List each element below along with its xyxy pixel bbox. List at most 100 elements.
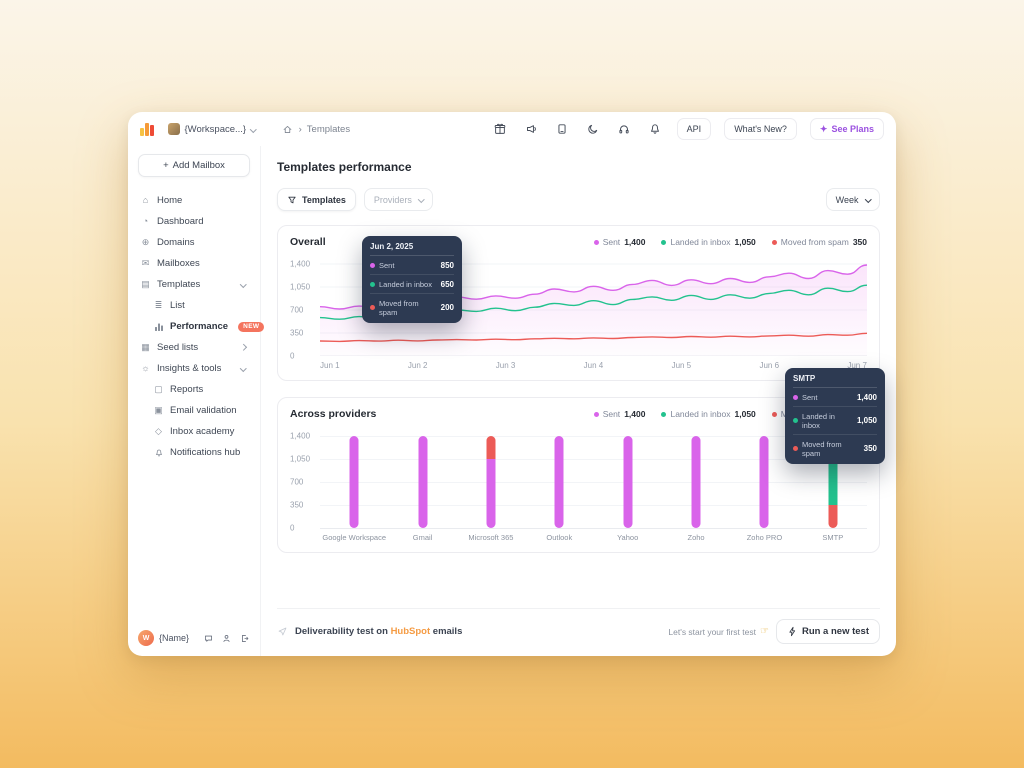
sidebar-item-dashboard[interactable]: ◔ Dashboard bbox=[138, 212, 250, 231]
legend-value: 1,050 bbox=[734, 237, 756, 247]
run-new-test-label: Run a new test bbox=[801, 626, 869, 637]
bar-category-label: Zoho bbox=[687, 533, 705, 542]
overall-card-title: Overall bbox=[290, 236, 326, 248]
breadcrumb: › Templates bbox=[282, 123, 350, 135]
tooltip-label: Sent bbox=[802, 392, 818, 402]
period-dropdown-label: Week bbox=[835, 194, 859, 205]
legend-dot-spam bbox=[771, 239, 777, 245]
legend-label: Moved from spam bbox=[780, 237, 849, 247]
sidebar-item-insights-tools[interactable]: ☼ Insights & tools bbox=[138, 359, 250, 378]
legend-label: Landed in inbox bbox=[670, 409, 731, 419]
overall-legend: Sent 1,400 Landed in inbox 1,050 Moved fro… bbox=[593, 237, 867, 247]
deliverability-text: Deliverability test on HubSpot emails bbox=[295, 626, 462, 637]
bar-google-workspace[interactable] bbox=[320, 428, 388, 528]
tooltip-label: Moved from spam bbox=[802, 439, 842, 458]
providers-dropdown-label: Providers bbox=[373, 194, 412, 205]
bar-yahoo[interactable] bbox=[594, 428, 662, 528]
headphones-icon[interactable] bbox=[615, 120, 633, 138]
tooltip-dot bbox=[370, 281, 375, 287]
home-icon[interactable] bbox=[282, 123, 294, 135]
bar-category-label: Outlook bbox=[546, 533, 573, 542]
sidebar-item-label: Email validation bbox=[170, 405, 237, 416]
sidebar-item-list[interactable]: ≣ List bbox=[138, 296, 250, 315]
reports-icon: ▢ bbox=[154, 384, 163, 394]
deliverability-prefix: Deliverability test on bbox=[295, 626, 388, 637]
sidebar-item-reports[interactable]: ▢ Reports bbox=[138, 380, 250, 399]
legend-dot-sent bbox=[593, 239, 599, 245]
workspace-avatar bbox=[167, 123, 180, 135]
sidebar-item-mailboxes[interactable]: ✉ Mailboxes bbox=[138, 254, 250, 273]
overall-y-axis: 1,400 1,050 700 350 0 bbox=[290, 259, 311, 361]
sidebar-item-templates[interactable]: ▤ Templates bbox=[138, 275, 250, 294]
providers-dropdown[interactable]: Providers bbox=[363, 188, 434, 211]
providers-card-title: Across providers bbox=[290, 408, 377, 420]
providers-chart-tooltip: SMTP Sent 1,400 Landed in inbox 1,050 Move… bbox=[785, 368, 885, 464]
providers-x-axis: Google Workspace Gmail Microsoft 365 Outloo… bbox=[320, 533, 867, 542]
whats-new-label: What's New? bbox=[734, 124, 787, 134]
lightning-icon bbox=[787, 626, 797, 637]
overall-x-axis: Jun 1 Jun 2 Jun 3 Jun 4 Jun 5 Jun 6 Jun 7 bbox=[320, 361, 867, 370]
period-dropdown[interactable]: Week bbox=[825, 188, 880, 211]
bar-zoho-pro[interactable] bbox=[730, 428, 798, 528]
chevron-down-icon bbox=[417, 195, 425, 203]
logout-icon[interactable] bbox=[239, 633, 250, 644]
templates-filter-chip[interactable]: Templates bbox=[277, 188, 356, 211]
legend-value: 1,400 bbox=[624, 409, 646, 419]
chat-icon[interactable] bbox=[203, 633, 214, 644]
avatar[interactable]: W bbox=[138, 630, 154, 646]
bar-microsoft-365[interactable] bbox=[457, 428, 525, 528]
sidebar-item-label: Insights & tools bbox=[157, 363, 222, 374]
tooltip-dot bbox=[793, 446, 798, 451]
bar-gmail[interactable] bbox=[388, 428, 456, 528]
dark-mode-icon[interactable] bbox=[584, 120, 602, 138]
hint-text: Let's start your first test bbox=[668, 626, 756, 637]
bar-category-label: Google Workspace bbox=[322, 533, 387, 542]
chevron-right-icon bbox=[239, 344, 246, 351]
sidebar-item-email-validation[interactable]: ▣ Email validation bbox=[138, 401, 250, 420]
sidebar-item-domains[interactable]: ⊕ Domains bbox=[138, 233, 250, 252]
account-icon[interactable] bbox=[221, 633, 232, 644]
sidebar-item-label: Seed lists bbox=[157, 342, 199, 353]
providers-bar-chart[interactable] bbox=[320, 428, 867, 529]
sidebar-item-performance[interactable]: Performance NEW bbox=[138, 317, 265, 336]
see-plans-button[interactable]: ✦ See Plans bbox=[809, 118, 884, 140]
email-validation-icon: ▣ bbox=[154, 405, 163, 415]
tooltip-label: Moved from spam bbox=[379, 298, 419, 317]
sparkle-icon: ✦ bbox=[819, 123, 828, 134]
sidebar-item-label: List bbox=[170, 300, 185, 311]
providers-y-axis: 1,400 1,050 700 350 0 bbox=[290, 431, 311, 533]
tooltip-value: 1,400 bbox=[856, 392, 877, 402]
gift-icon[interactable] bbox=[491, 120, 509, 138]
sidebar-item-label: Dashboard bbox=[157, 216, 204, 227]
sidebar-footer: W {Name} bbox=[138, 622, 250, 646]
bar-category-label: Zoho PRO bbox=[746, 533, 783, 542]
sidebar: + Add Mailbox ⌂ Home ◔ Dashboard ⊕ Domai… bbox=[128, 146, 265, 656]
bar-outlook[interactable] bbox=[525, 428, 593, 528]
breadcrumb-item[interactable]: Templates bbox=[306, 123, 351, 135]
pointing-hand-icon: ☞ bbox=[759, 626, 769, 637]
api-button[interactable]: API bbox=[676, 118, 712, 140]
bar-category-label: Gmail bbox=[412, 533, 433, 542]
sidebar-item-notifications-hub[interactable]: Notifications hub bbox=[138, 443, 250, 462]
sidebar-item-home[interactable]: ⌂ Home bbox=[138, 191, 250, 210]
run-new-test-button[interactable]: Run a new test bbox=[775, 619, 880, 644]
bar-zoho[interactable] bbox=[662, 428, 730, 528]
megaphone-icon[interactable] bbox=[522, 120, 540, 138]
new-badge: NEW bbox=[238, 321, 265, 332]
mailboxes-icon: ✉ bbox=[141, 258, 150, 268]
whats-new-button[interactable]: What's New? bbox=[724, 118, 797, 140]
tooltip-value: 350 bbox=[863, 444, 877, 453]
notifications-icon[interactable] bbox=[646, 120, 664, 138]
changelog-icon[interactable] bbox=[553, 120, 571, 138]
deliverability-bar: Deliverability test on HubSpot emails Le… bbox=[277, 608, 880, 644]
sidebar-item-inbox-academy[interactable]: ◇ Inbox academy bbox=[138, 422, 250, 441]
legend-label: Landed in inbox bbox=[670, 237, 731, 247]
sidebar-item-seed-lists[interactable]: ▦ Seed lists bbox=[138, 338, 250, 357]
bar-category-label: Yahoo bbox=[617, 533, 639, 542]
chevron-down-icon bbox=[239, 281, 246, 288]
legend-dot-sent bbox=[593, 411, 599, 417]
tooltip-label: Landed in inbox bbox=[379, 279, 432, 289]
chevron-down-icon bbox=[250, 125, 257, 133]
workspace-selector[interactable]: {Workspace...} bbox=[167, 123, 257, 135]
add-mailbox-button[interactable]: + Add Mailbox bbox=[138, 154, 250, 177]
